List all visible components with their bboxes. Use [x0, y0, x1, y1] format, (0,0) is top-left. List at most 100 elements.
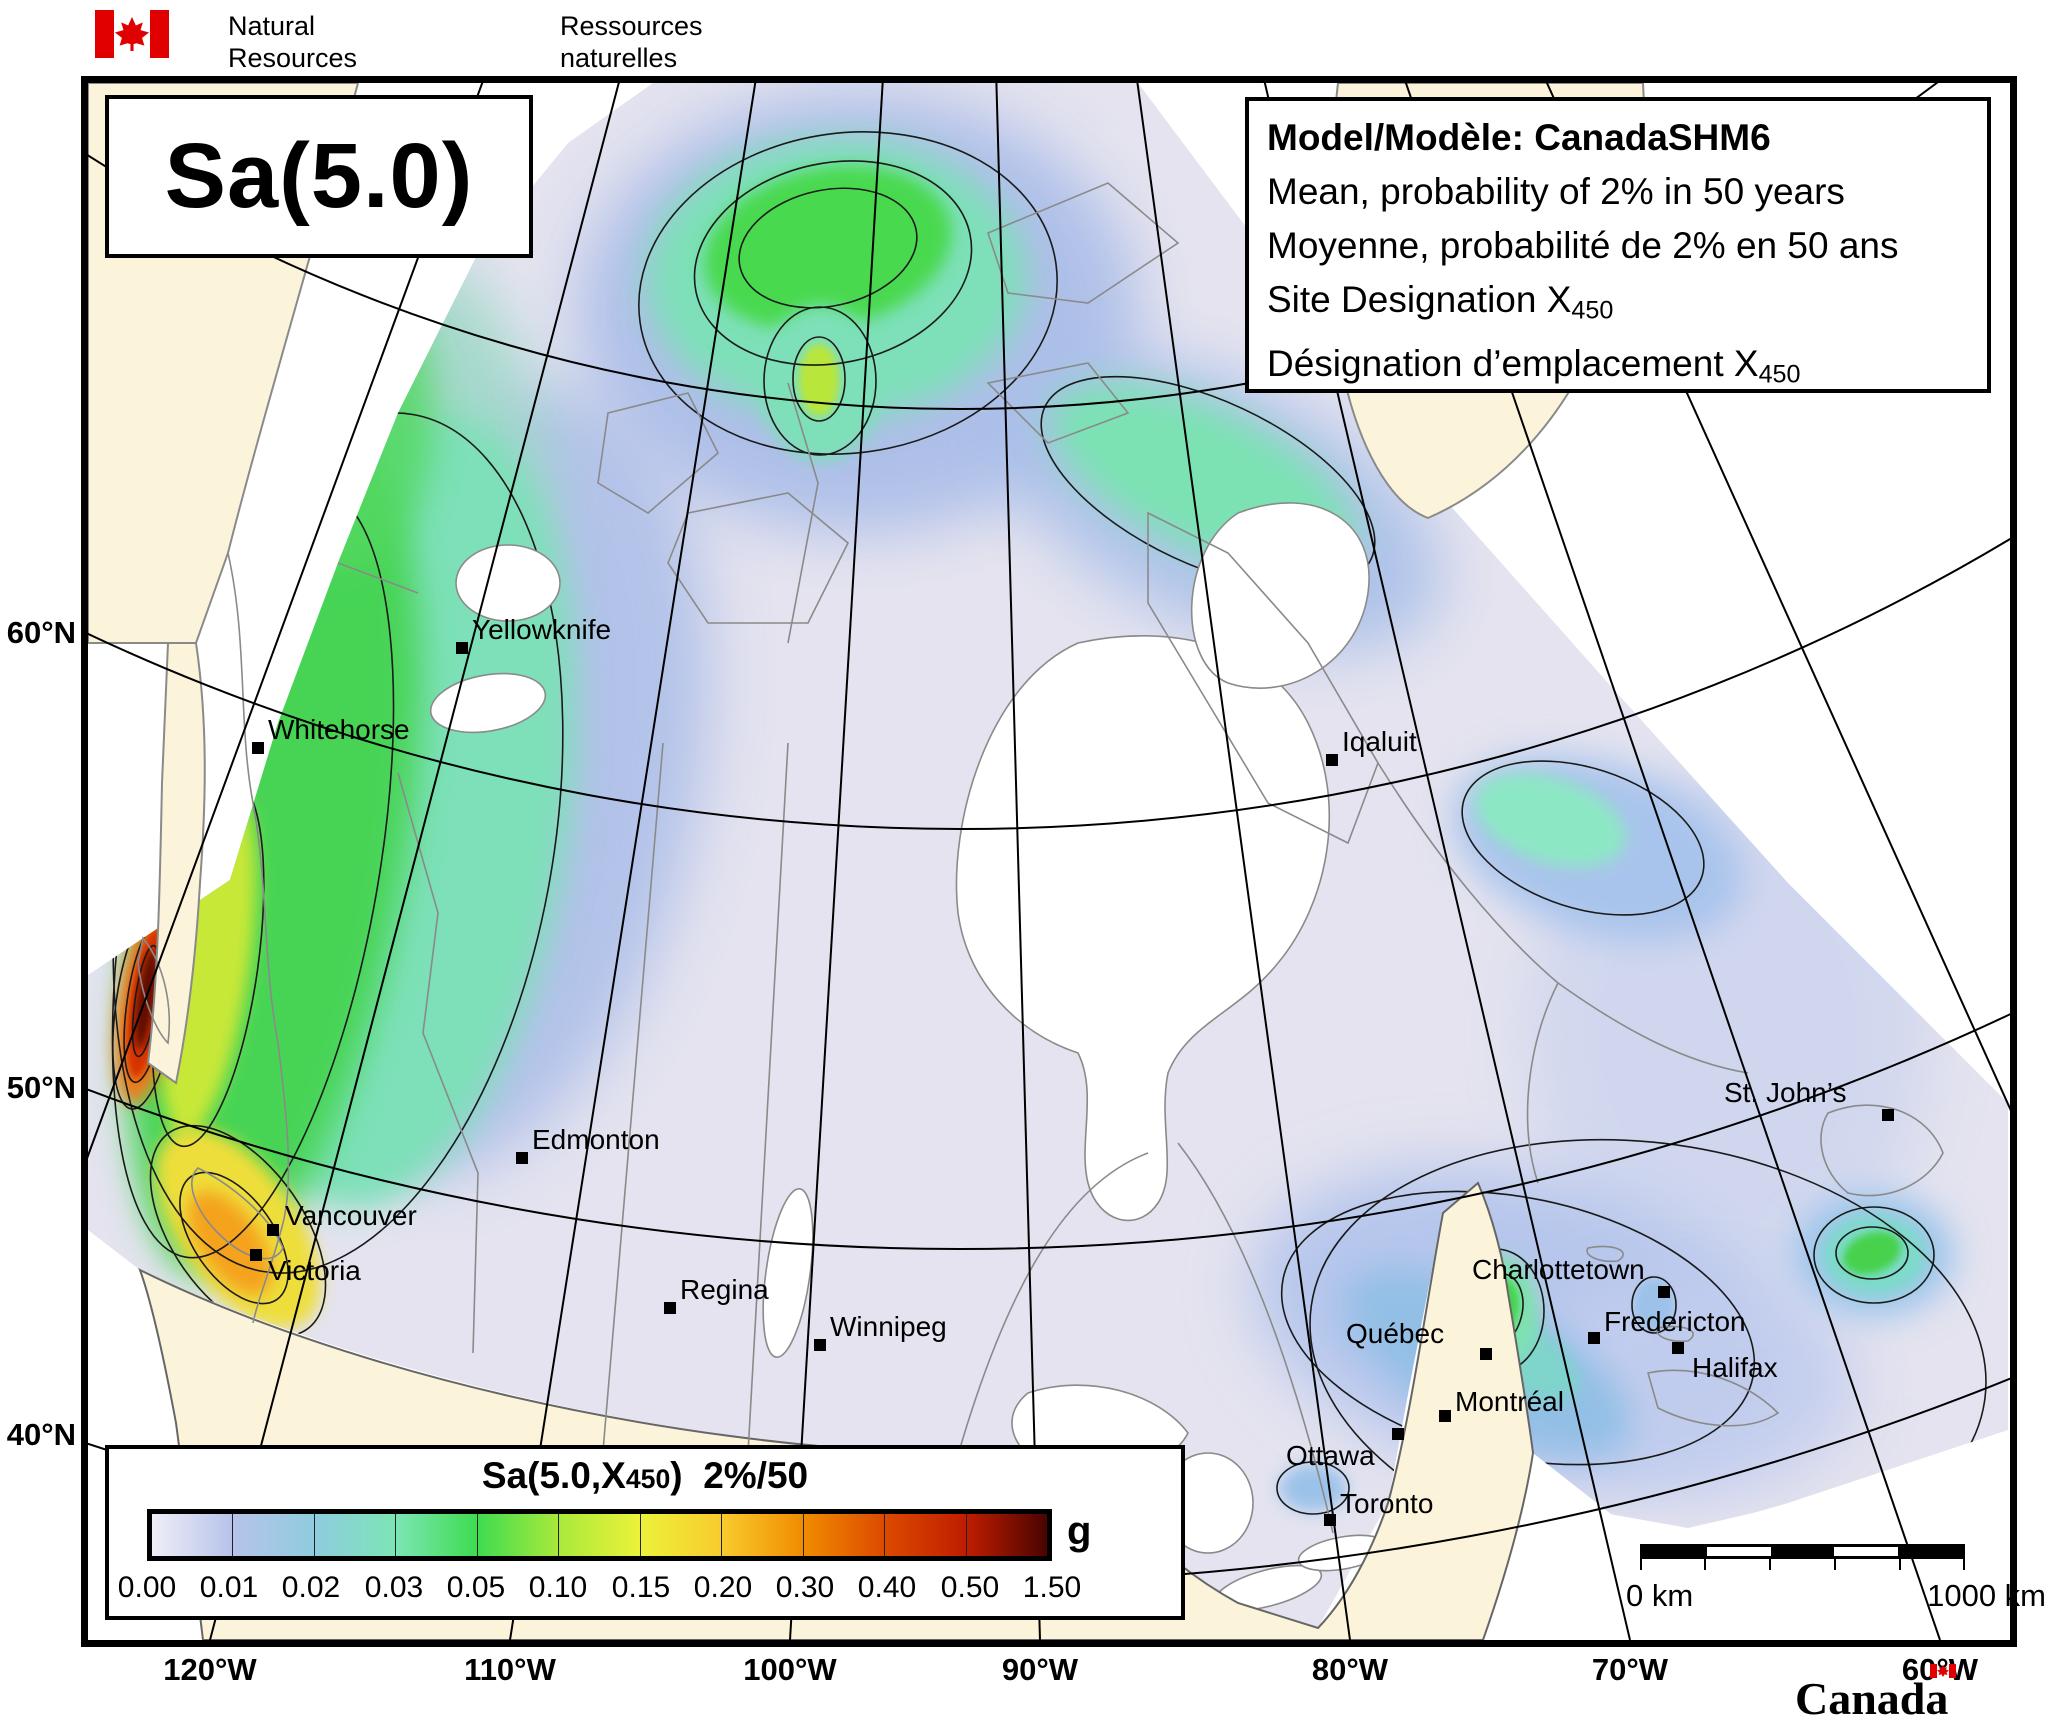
- city-label: St. John’s: [1724, 1077, 1847, 1108]
- legend-colorbar: [147, 1509, 1052, 1561]
- scale-start-label: 0 km: [1626, 1578, 1694, 1613]
- border-yt-nt: [337, 562, 419, 594]
- legend-tick: 0.01: [199, 1571, 259, 1604]
- vancouver-island: [191, 1167, 284, 1260]
- border-nt-nu: [787, 382, 819, 644]
- legend-tick: 0.15: [611, 1571, 671, 1604]
- city-marker: [250, 1249, 262, 1261]
- wordmark-text: Canada: [1795, 1673, 1949, 1724]
- banks-island: [597, 392, 719, 514]
- legend-tick: 0.03: [364, 1571, 424, 1604]
- city-marker: [1588, 1332, 1600, 1344]
- lat-label-60n: 60°N: [6, 615, 76, 650]
- lon-label-100w: 100°W: [743, 1652, 837, 1687]
- legend-tick: 0.00: [117, 1571, 177, 1604]
- mean-line-en: Mean, probability of 2% in 50 years: [1267, 171, 1845, 212]
- legend-tick: 0.40: [857, 1571, 917, 1604]
- legend-tick: 0.05: [446, 1571, 506, 1604]
- scale-bar-segments: [1640, 1544, 1965, 1559]
- legend-color-cell: [966, 1514, 1047, 1556]
- city-label: Toronto: [1340, 1488, 1434, 1519]
- city-label: Fredericton: [1604, 1306, 1746, 1337]
- legend-tick: 1.50: [1022, 1571, 1082, 1604]
- city-label: Regina: [680, 1274, 769, 1305]
- model-info-box: Model/Modèle: CanadaSHM6 Mean, probabili…: [1245, 97, 1991, 393]
- legend-tick: 0.20: [693, 1571, 753, 1604]
- lon-label-110w: 110°W: [464, 1652, 556, 1687]
- pei: [1656, 1325, 1694, 1343]
- anticosti: [1586, 1245, 1624, 1263]
- city-label: Vancouver: [285, 1200, 417, 1231]
- city-marker: [252, 742, 264, 754]
- city-marker: [516, 1152, 528, 1164]
- border-qc-nl: [1526, 982, 1559, 1184]
- map-frame: Whitehorse Yellowknife Iqaluit Edmonton …: [81, 76, 2046, 1647]
- victoria-island: [667, 492, 849, 624]
- city-label: Yellowknife: [472, 614, 612, 645]
- city-marker: [664, 1302, 676, 1314]
- scale-end-label: 1000 km: [1927, 1578, 2046, 1613]
- devon-island: [986, 362, 1130, 444]
- legend-color-cell: [722, 1514, 804, 1556]
- legend-color-cell: [314, 1514, 397, 1556]
- dept-fr-line1: Ressources naturelles: [560, 11, 703, 73]
- newfoundland: [1820, 1104, 1944, 1197]
- city-label: Montréal: [1455, 1386, 1564, 1417]
- nova-scotia: [1646, 1369, 1780, 1427]
- baffin-island: [1147, 511, 1379, 845]
- legend-tick: 0.50: [940, 1571, 1000, 1604]
- legend-unit: g: [1067, 1509, 1092, 1553]
- city-label: Victoria: [268, 1255, 361, 1286]
- legend-title: Sa(5.0,X450) 2%/50: [481, 1455, 809, 1496]
- city-marker: [814, 1339, 826, 1351]
- city-label: Halifax: [1692, 1352, 1778, 1383]
- lat-label-40n: 40°N: [6, 1417, 76, 1452]
- city-label: Whitehorse: [268, 714, 410, 745]
- city-marker: [1658, 1286, 1670, 1298]
- city-label: Québec: [1346, 1318, 1445, 1349]
- city-label: Edmonton: [532, 1124, 660, 1155]
- legend-tick: 0.10: [528, 1571, 588, 1604]
- legend-color-cell: [640, 1514, 723, 1556]
- city-marker: [456, 642, 468, 654]
- mean-line-fr: Moyenne, probabilité de 2% en 50 ans: [1267, 225, 1899, 266]
- lon-label-80w: 80°W: [1311, 1652, 1389, 1687]
- legend-color-cell: [152, 1514, 234, 1556]
- great-bear-lake: [455, 544, 561, 622]
- city-marker: [1326, 754, 1338, 766]
- legend-color-cell: [233, 1514, 315, 1556]
- wordmark-flag-icon: [1930, 1664, 1957, 1678]
- map-title: Sa(5.0): [164, 125, 474, 227]
- dept-en-line1: Natural Resources: [228, 11, 358, 73]
- legend-tick: 0.30: [775, 1571, 835, 1604]
- foxe-basin: [1190, 502, 1370, 689]
- lon-label-90w: 90°W: [1001, 1652, 1079, 1687]
- border-bc-ab: [397, 772, 479, 1354]
- site-line-en: Site Designation X450: [1267, 279, 1614, 325]
- map-canvas: Whitehorse Yellowknife Iqaluit Edmonton …: [88, 83, 2046, 1640]
- city-marker: [1480, 1348, 1492, 1360]
- map-title-box: Sa(5.0): [105, 95, 533, 258]
- lon-label-60w: 60°W: [1901, 1652, 1979, 1687]
- legend-color-cell: [559, 1514, 641, 1556]
- canada-wordmark: Canada: [1795, 1664, 1957, 1725]
- city-label: Winnipeg: [830, 1311, 947, 1342]
- lon-label-70w: 70°W: [1591, 1652, 1669, 1687]
- border-ab-sk: [602, 742, 664, 1452]
- site-line-fr: Désignation d’emplacement X450: [1267, 343, 1801, 389]
- border-sk-mb: [747, 742, 789, 1454]
- lat-label-50n: 50°N: [6, 1070, 76, 1105]
- border-mb-on: [957, 1152, 1149, 1456]
- labrador-coast: [1377, 762, 1749, 1074]
- city-label: Iqaluit: [1342, 726, 1417, 757]
- legend-color-cell: [396, 1514, 478, 1556]
- legend-color-cell: [885, 1514, 967, 1556]
- lake-winnipeg: [762, 1187, 814, 1359]
- lon-label-120w: 120°W: [163, 1652, 257, 1687]
- legend-box: Sa(5.0,X450) 2%/50 g 0.00 0.01 0.02 0.03…: [105, 1445, 1185, 1620]
- city-marker: [1672, 1342, 1684, 1354]
- scale-bar: 0 km 1000 km: [1626, 1538, 2046, 1613]
- city-label: Ottawa: [1286, 1440, 1375, 1471]
- hudson-bay: [955, 634, 1331, 1222]
